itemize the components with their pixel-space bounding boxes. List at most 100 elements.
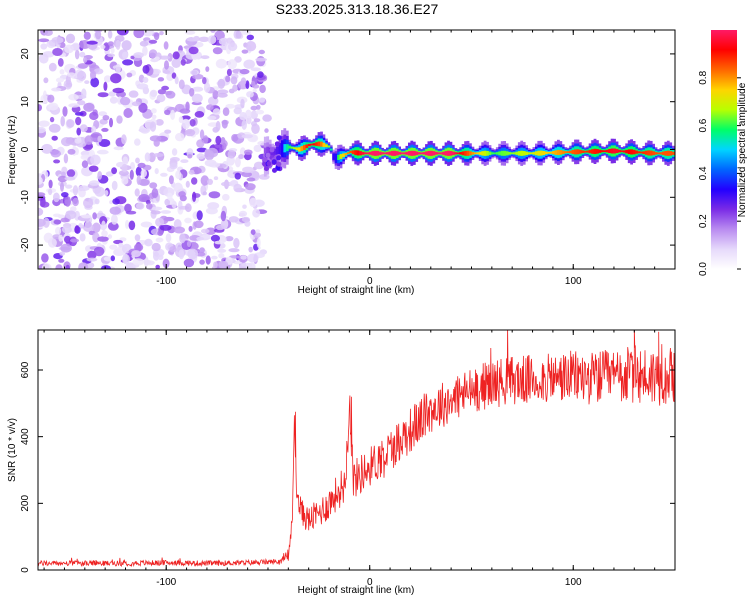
band-core: [310, 143, 314, 146]
noise-speckle: [245, 41, 257, 52]
band-core: [420, 152, 423, 155]
band-core: [317, 141, 321, 147]
spectrogram-x-tick-label: 0: [367, 276, 373, 287]
noise-speckle: [256, 237, 261, 248]
noise-speckle: [202, 77, 207, 85]
band-core: [644, 150, 648, 155]
noise-speckle: [187, 154, 193, 159]
colorbar-tick-label: 0.4: [698, 166, 709, 180]
noise-speckle: [84, 135, 93, 145]
onset-burst: [269, 147, 275, 153]
noise-speckle: [107, 53, 115, 58]
snr-background: [38, 330, 675, 570]
noise-speckle: [155, 217, 165, 227]
noise-speckle: [152, 153, 165, 157]
noise-speckle: [213, 176, 219, 181]
noise-speckle: [57, 214, 65, 219]
band-core: [378, 151, 382, 156]
spectrogram-y-tick-label: 10: [20, 96, 31, 108]
noise-speckle: [53, 192, 60, 203]
band-core: [354, 150, 358, 156]
noise-speckle: [196, 139, 205, 148]
noise-speckle: [111, 167, 117, 175]
band-core: [442, 151, 445, 155]
band-core: [461, 151, 465, 156]
snr-y-tick-label: 0: [20, 567, 31, 573]
band-mid: [268, 147, 272, 161]
noise-speckle: [210, 30, 216, 33]
band-core: [376, 150, 379, 156]
noise-speckle: [113, 146, 124, 151]
noise-speckle: [90, 154, 101, 166]
noise-speckle: [81, 88, 87, 99]
noise-speckle: [206, 104, 214, 111]
band-core: [444, 151, 448, 156]
noise-speckle: [239, 112, 247, 121]
noise-speckle: [81, 214, 92, 219]
band-core: [515, 151, 519, 155]
noise-speckle: [251, 123, 260, 134]
noise-speckle: [186, 240, 192, 248]
onset-burst: [266, 161, 272, 167]
band-core: [637, 151, 641, 154]
noise-speckle: [68, 103, 80, 108]
noise-speckle: [149, 89, 158, 97]
band-core: [520, 150, 524, 156]
band-core: [500, 150, 504, 156]
noise-speckle: [253, 118, 261, 123]
noise-speckle: [228, 216, 239, 223]
noise-speckle: [74, 225, 80, 234]
noise-speckle: [66, 35, 73, 41]
noise-speckle: [41, 253, 49, 263]
noise-speckle: [63, 153, 69, 164]
noise-speckle: [242, 166, 254, 173]
noise-speckle: [210, 234, 220, 242]
noise-speckle: [212, 47, 223, 55]
noise-speckle: [98, 111, 108, 117]
noise-speckle: [221, 119, 228, 129]
noise-speckle: [252, 208, 261, 218]
noise-speckle: [51, 36, 64, 44]
noise-speckle: [255, 104, 261, 110]
noise-speckle: [109, 206, 122, 215]
noise-speckle: [234, 172, 241, 180]
noise-speckle: [137, 162, 146, 169]
noise-speckle: [188, 46, 199, 55]
noise-speckle: [78, 262, 89, 269]
noise-speckle: [214, 240, 224, 245]
band-core: [386, 152, 389, 155]
noise-speckle: [187, 248, 199, 260]
noise-speckle: [109, 96, 118, 104]
band-core: [625, 149, 629, 154]
band-mid: [276, 146, 279, 155]
noise-speckle: [79, 233, 86, 242]
band-core: [434, 151, 438, 155]
noise-speckle: [39, 53, 49, 64]
band-core: [544, 151, 548, 155]
band-core: [608, 149, 611, 153]
noise-speckle: [250, 67, 261, 72]
band-core: [552, 151, 555, 155]
band-core: [495, 152, 499, 155]
noise-speckle: [92, 222, 101, 233]
noise-speckle: [264, 128, 269, 133]
band-core: [425, 151, 428, 156]
band-core: [664, 151, 668, 156]
band-core: [559, 150, 563, 155]
noise-speckle: [107, 234, 113, 239]
noise-speckle: [241, 171, 253, 178]
band-core: [618, 149, 621, 153]
band-core: [649, 150, 653, 156]
band-core: [583, 150, 587, 153]
noise-speckle: [38, 207, 44, 216]
noise-speckle: [77, 100, 86, 106]
onset-burst: [276, 155, 282, 161]
noise-speckle: [83, 56, 88, 63]
band-core: [635, 150, 638, 154]
noise-speckle: [188, 225, 193, 232]
spectrogram-x-ticks: -100 0 100: [43, 30, 676, 287]
noise-speckle: [38, 120, 50, 127]
noise-speckle: [111, 214, 118, 225]
